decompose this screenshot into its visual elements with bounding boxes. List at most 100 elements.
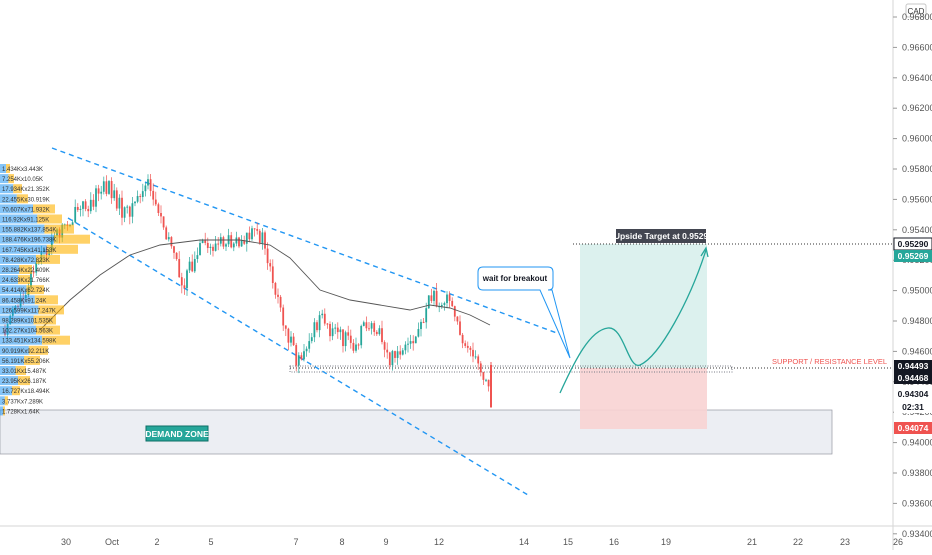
- volume-profile-label: 155.882Kx137.854K: [2, 228, 56, 234]
- candle-body: [284, 325, 287, 329]
- x-tick-label: 15: [563, 537, 573, 547]
- candle-body: [388, 352, 391, 366]
- candle-body: [485, 379, 487, 381]
- candle-body: [245, 232, 248, 244]
- candle-body: [373, 323, 376, 332]
- volume-bar-down: [37, 214, 62, 224]
- volume-bar-down: [24, 355, 40, 365]
- volume-profile-label: 28.264Kx22.409K: [2, 268, 50, 274]
- candle-body: [472, 349, 474, 357]
- volume-profile-label: 86.458Kx91.24K: [2, 298, 46, 304]
- x-tick-label: 5: [208, 537, 213, 547]
- candle-body: [191, 261, 194, 272]
- volume-bar-up: [0, 386, 12, 396]
- y-tick-label: 0.94600: [902, 346, 932, 356]
- target-profit-zone[interactable]: [580, 244, 707, 368]
- candle-body: [95, 188, 97, 207]
- candle-body: [469, 347, 472, 350]
- volume-bar-up: [0, 184, 14, 194]
- candle-body: [110, 181, 113, 199]
- volume-bar-up: [0, 265, 20, 274]
- candle-body: [235, 237, 238, 244]
- volume-bar-up: [0, 366, 16, 375]
- candle-body: [277, 294, 279, 297]
- volume-bar-up: [0, 335, 42, 345]
- volume-bar-down: [28, 345, 48, 355]
- candle-body: [427, 295, 430, 309]
- candle-body: [212, 246, 214, 251]
- candle-body: [303, 351, 305, 360]
- candle-body: [414, 336, 417, 344]
- candle-body: [35, 262, 38, 273]
- candle-body: [383, 342, 386, 350]
- candle-body: [456, 316, 459, 322]
- y-tick-label: 0.94000: [902, 438, 932, 448]
- support-band[interactable]: [289, 365, 733, 373]
- stop-loss-zone[interactable]: [580, 368, 707, 429]
- candle-body: [149, 179, 152, 191]
- candle-body: [368, 328, 370, 330]
- volume-profile-label: 98.289Kx101.535K: [2, 319, 53, 325]
- candle-body: [417, 329, 420, 337]
- candle-body: [300, 355, 303, 360]
- y-tick-label: 0.93600: [902, 498, 932, 508]
- volume-bar-up: [0, 244, 47, 254]
- y-tick-label: 0.96800: [902, 12, 932, 22]
- candle-body: [157, 204, 160, 214]
- candle-body: [349, 335, 352, 343]
- candle-body: [362, 322, 365, 326]
- candle-body: [381, 328, 383, 343]
- volume-bar-down: [18, 376, 30, 386]
- candle-body: [342, 329, 344, 347]
- candle-body: [243, 240, 246, 244]
- candle-body: [118, 197, 121, 209]
- price-tag-label: 0.95269: [898, 251, 929, 261]
- candle-body: [76, 206, 79, 210]
- candle-body: [121, 197, 123, 218]
- volume-profile-label: 54.414Kx62.724K: [2, 288, 50, 294]
- x-tick-label: 23: [840, 537, 850, 547]
- candle-body: [290, 336, 292, 343]
- volume-profile-label: 188.476Kx196.738K: [2, 238, 56, 244]
- volume-bar-down: [4, 396, 8, 406]
- candle-body: [487, 379, 490, 387]
- candle-body: [451, 300, 454, 307]
- volume-profile-label: 22.455Kx30.919K: [2, 197, 50, 203]
- price-tag-label: 0.94493: [898, 361, 929, 371]
- candle-body: [175, 252, 178, 260]
- price-tag: [894, 360, 932, 372]
- x-tick-label: 14: [519, 537, 529, 547]
- volume-bar-down: [42, 335, 70, 345]
- volume-profile-label: 3.737Kx7.289K: [2, 399, 43, 405]
- volume-bar-up: [0, 345, 29, 355]
- candle-body: [196, 255, 199, 259]
- price-tags: 0.95290 0.95269 0.94493 0.94468 0.94304 02:31…: [893, 237, 932, 434]
- demand-zone-label: DEMAND ZONE: [145, 429, 209, 439]
- candle-body: [396, 351, 399, 358]
- y-tick-label: 0.96200: [902, 103, 932, 113]
- price-tag-label: 0.94074: [898, 423, 929, 433]
- demand-zone[interactable]: [0, 409, 833, 455]
- candle-body: [357, 344, 360, 346]
- candle-body: [282, 307, 285, 326]
- volume-bar-down: [18, 275, 30, 285]
- candle-body: [264, 232, 266, 249]
- upper-trendline[interactable]: [51, 147, 566, 337]
- candle-body: [162, 216, 165, 228]
- volume-bar-up: [0, 164, 6, 173]
- candle-body: [443, 303, 446, 305]
- candle-body: [430, 295, 433, 301]
- candle-body: [108, 181, 110, 194]
- candle-body: [92, 199, 95, 207]
- y-tick-label: 0.93800: [902, 468, 932, 478]
- x-axis-ticks: 30 Oct 2 5 7 8 9 12 14 15 16 19 21 22 23 26: [61, 537, 903, 547]
- breakout-callout[interactable]: [477, 266, 571, 359]
- candle-body: [141, 191, 144, 198]
- y-tick-label: 0.95800: [902, 164, 932, 174]
- y-axis-ticks: 0.96800 0.96600 0.96400 0.96200 0.96000 0.958…: [893, 12, 932, 539]
- volume-bar-down: [15, 366, 26, 375]
- candle-body: [193, 258, 196, 272]
- candle-body: [188, 261, 191, 271]
